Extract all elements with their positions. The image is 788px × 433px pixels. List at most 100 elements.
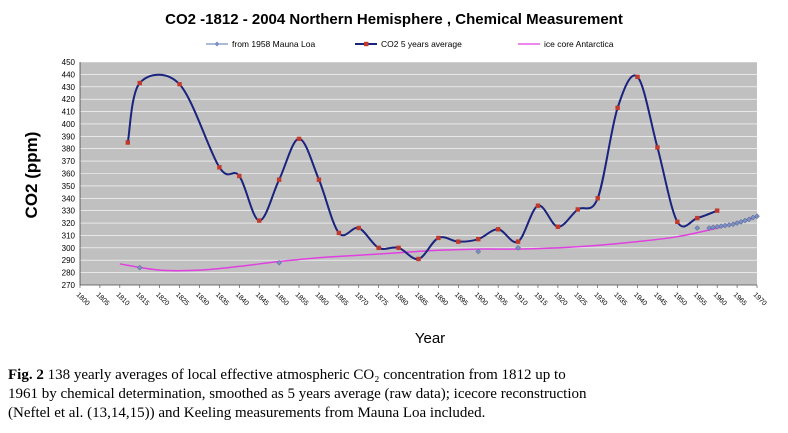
caption-line-1: Fig. 2 138 yearly averages of local effe… (8, 366, 778, 385)
x-tick-label: 1870 (353, 291, 369, 307)
x-tick-label: 1810 (114, 291, 130, 307)
y-tick-label: 450 (62, 58, 76, 67)
y-tick-label: 270 (62, 281, 76, 290)
y-tick-label: 420 (62, 95, 76, 104)
data-point (515, 244, 521, 251)
y-tick-label: 360 (62, 170, 76, 179)
series-mauna-loa (136, 213, 760, 271)
series-line (119, 216, 758, 272)
grid-lines (79, 61, 757, 286)
data-point (754, 213, 760, 220)
data-point (515, 239, 521, 244)
caption-text-1: 138 yearly averages of local effective a… (43, 367, 566, 383)
x-tick-label: 1815 (134, 291, 150, 307)
y-tick-label: 440 (62, 70, 76, 79)
x-tick-label: 1845 (254, 291, 270, 307)
data-point (396, 245, 401, 251)
data-point (456, 239, 461, 244)
caption-line-3: (Neftel et al. (13,14,15)) and Keeling m… (8, 405, 486, 421)
data-point (476, 236, 481, 242)
x-tick-label: 1950 (672, 291, 688, 307)
data-point (336, 230, 342, 236)
x-tick-label: 1860 (314, 291, 330, 307)
data-point (217, 165, 222, 170)
x-tick-label: 1915 (533, 291, 549, 307)
figure-caption: Fig. 2 138 yearly averages of local effe… (8, 366, 778, 423)
x-tick-label: 1945 (652, 291, 668, 307)
data-point (356, 225, 361, 231)
x-tick-label: 1850 (274, 291, 290, 307)
x-tick-label: 1875 (373, 291, 389, 307)
y-tick-label: 380 (62, 145, 76, 154)
co2-chart: CO2 -1812 - 2004 Northern Hemisphere , C… (22, 11, 768, 347)
data-point (555, 224, 561, 229)
data-point (436, 235, 441, 241)
x-tick-label: 1840 (234, 291, 250, 307)
y-axis-label: CO2 (ppm) (22, 132, 41, 219)
data-point (475, 248, 482, 255)
y-tick-label: 350 (62, 182, 76, 191)
series-ice-core (119, 216, 758, 272)
x-tick-label: 1935 (612, 291, 628, 307)
y-tick-label: 310 (62, 231, 76, 240)
x-tick-label: 1825 (174, 291, 190, 307)
data-point (257, 218, 262, 223)
x-tick-label: 1885 (413, 291, 429, 307)
data-point (615, 105, 620, 111)
data-point (635, 74, 640, 80)
x-tick-label: 1965 (732, 291, 748, 307)
x-tick-label: 1830 (194, 291, 210, 307)
data-point (316, 177, 322, 182)
x-tick-label: 1865 (333, 291, 349, 307)
x-tick-label: 1905 (493, 291, 509, 307)
y-tick-label: 410 (62, 108, 76, 117)
legend-label: from 1958 Mauna Loa (232, 39, 315, 49)
y-tick-label: 370 (62, 157, 76, 166)
caption-line-2: 1961 by chemical determination, smoothed… (8, 386, 587, 402)
x-tick-label: 1895 (453, 291, 469, 307)
x-axis-label: Year (415, 330, 445, 347)
data-point (276, 177, 282, 182)
x-tick-label: 1890 (433, 291, 449, 307)
x-tick-label: 1970 (752, 291, 768, 307)
x-tick-label: 1900 (473, 291, 489, 307)
data-point (495, 227, 501, 232)
y-tick-label: 430 (62, 83, 76, 92)
data-point (276, 259, 282, 266)
legend-label: CO2 5 years average (381, 39, 462, 49)
x-tick-label: 1940 (632, 291, 648, 307)
data-point (714, 208, 720, 213)
y-tick-label: 320 (62, 219, 76, 228)
data-point (575, 207, 580, 212)
x-tick-label: 1960 (712, 291, 728, 307)
data-point (376, 245, 381, 251)
legend-item-0: from 1958 Mauna Loa (206, 39, 315, 49)
x-tick-label: 1805 (94, 291, 110, 307)
data-point (177, 82, 182, 87)
data-point (695, 215, 700, 221)
legend-label: ice core Antarctica (544, 39, 614, 49)
data-point (125, 140, 130, 145)
legend-swatch-marker (364, 41, 369, 47)
y-tick-label: 300 (62, 244, 76, 253)
x-tick-label: 1855 (294, 291, 310, 307)
data-point (595, 196, 600, 201)
y-tick-label: 340 (62, 194, 76, 203)
x-axis-ticks: 1800 1805 1810 1815 1820 1825 1830 1835 1840 1845… (75, 285, 768, 308)
data-point (136, 264, 143, 271)
x-tick-label: 1835 (214, 291, 230, 307)
data-point (237, 173, 242, 179)
x-tick-label: 1930 (592, 291, 608, 307)
legend-item-1: CO2 5 years average (355, 39, 462, 49)
series-layer (119, 73, 760, 272)
y-tick-label: 280 (62, 269, 76, 278)
x-tick-label: 1920 (552, 291, 568, 307)
data-point (137, 80, 142, 86)
x-tick-label: 1820 (154, 291, 170, 307)
chart-title: CO2 -1812 - 2004 Northern Hemisphere , C… (165, 11, 623, 28)
legend-item-2: ice core Antarctica (518, 39, 614, 49)
legend: from 1958 Mauna Loa CO2 5 years average ic… (206, 39, 614, 49)
x-tick-label: 1925 (572, 291, 588, 307)
data-point (675, 219, 680, 225)
series-five-year-average (125, 73, 720, 262)
